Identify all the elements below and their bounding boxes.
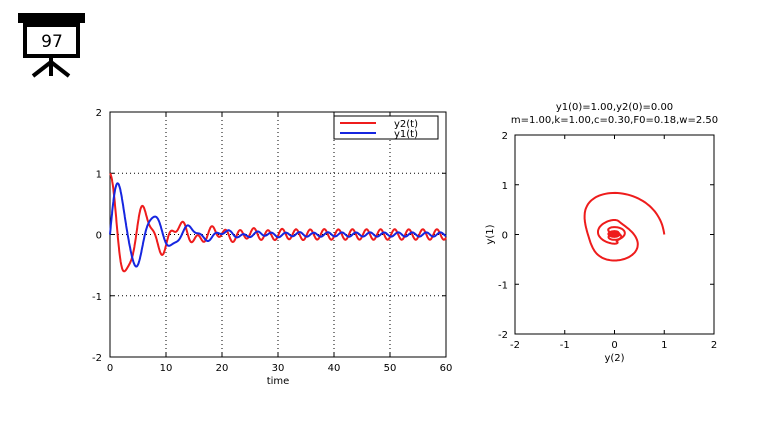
x-tick-label: -2: [510, 340, 520, 351]
chart-title-line2: m=1.00,k=1.00,c=0.30,F0=0.18,w=2.50: [511, 115, 718, 126]
y-axis-label: y(1): [485, 224, 496, 244]
x-tick-label: 60: [440, 363, 453, 374]
x-axis-label: time: [267, 376, 290, 387]
phase-portrait-chart: y1(0)=1.00,y2(0)=0.00 m=1.00,k=1.00,c=0.3…: [485, 102, 718, 364]
x-axis-label: y(2): [604, 353, 624, 364]
x-tick-label: 50: [384, 363, 397, 374]
x-tick-label: 20: [216, 363, 229, 374]
legend-box: [333, 115, 439, 140]
legend-label-1: y1(t): [394, 129, 418, 140]
y-tick-label: 1: [502, 181, 508, 192]
x-tick-label: 40: [328, 363, 341, 374]
y-tick-label: 2: [502, 131, 508, 142]
phase-trajectory: [583, 191, 666, 262]
y-tick-label: -2: [92, 353, 102, 364]
time-series-chart: 0 10 20 30 40 50 60 -2 -1 0 1 2 time y2(t)y1(t): [92, 108, 452, 387]
y-tick-label: 0: [502, 231, 508, 242]
y-tick-label: -2: [498, 330, 508, 341]
badge-number: 97: [41, 32, 63, 52]
y-tick-label: -1: [92, 292, 102, 303]
presentation-board-icon: [18, 13, 85, 78]
chart-title-line1: y1(0)=1.00,y2(0)=0.00: [556, 102, 673, 113]
x-tick-label: 0: [611, 340, 617, 351]
x-tick-label: -1: [560, 340, 570, 351]
x-tick-label: 1: [661, 340, 667, 351]
x-tick-label: 30: [272, 363, 285, 374]
series-line-y1: [109, 182, 447, 268]
x-tick-label: 10: [160, 363, 173, 374]
y-tick-label: -1: [498, 280, 508, 291]
y-tick-label: 1: [96, 169, 102, 180]
y-tick-label: 2: [96, 108, 102, 119]
x-tick-label: 0: [107, 363, 113, 374]
legend-label-0: y2(t): [394, 119, 418, 130]
y-tick-label: 0: [96, 231, 102, 242]
x-tick-label: 2: [711, 340, 717, 351]
